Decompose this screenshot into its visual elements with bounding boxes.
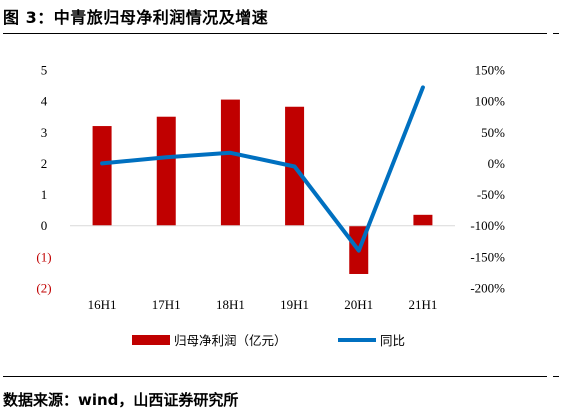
category-label: 20H1 (344, 297, 373, 312)
left-tick-label: 1 (41, 187, 48, 202)
category-label: 16H1 (88, 297, 117, 312)
left-tick-label: 3 (41, 125, 48, 140)
left-tick-label: 4 (41, 94, 48, 109)
top-rule (3, 33, 547, 34)
category-ticks: 16H1 17H1 18H1 19H1 20H1 21H1 (88, 297, 438, 312)
bottom-rule (3, 376, 547, 377)
category-label: 19H1 (280, 297, 309, 312)
legend-bar-label: 归母净利润（亿元） (174, 333, 287, 348)
category-label: 21H1 (408, 297, 437, 312)
left-axis-ticks: 5 4 3 2 1 0 (1) (2) (36, 63, 51, 296)
line-series (100, 85, 425, 253)
bar-16H1 (92, 126, 112, 226)
source-note: 数据来源：wind，山西证券研究所 (3, 391, 239, 409)
left-tick-label: (2) (36, 281, 51, 296)
left-tick-label: 2 (41, 156, 48, 171)
right-tick-label: -200% (470, 281, 505, 296)
bar-18H1 (220, 99, 240, 226)
right-tick-label: 0% (488, 156, 506, 171)
top-rule-dash (553, 33, 559, 34)
right-tick-label: -150% (470, 249, 505, 264)
figure-title: 图 3：中青旅归母净利润情况及增速 (3, 8, 269, 27)
bar-series (92, 99, 433, 274)
legend-bar-swatch (132, 335, 170, 345)
right-tick-label: 150% (475, 63, 506, 78)
right-tick-label: 50% (481, 125, 505, 140)
category-label: 17H1 (152, 297, 181, 312)
right-tick-label: -100% (470, 218, 505, 233)
bottom-rule-dash (553, 376, 559, 377)
left-tick-label: 5 (41, 63, 48, 78)
right-axis-ticks: 150% 100% 50% 0% -50% -100% -150% -200% (470, 63, 505, 296)
legend: 归母净利润（亿元） 同比 (132, 333, 405, 348)
left-tick-label: 0 (41, 218, 48, 233)
bar-21H1 (413, 214, 433, 226)
right-tick-label: -50% (477, 187, 505, 202)
line-yoy (100, 85, 425, 253)
right-tick-label: 100% (475, 94, 506, 109)
left-tick-label: (1) (36, 249, 51, 264)
category-label: 18H1 (216, 297, 245, 312)
bar-17H1 (156, 116, 176, 226)
legend-line-label: 同比 (380, 333, 405, 348)
